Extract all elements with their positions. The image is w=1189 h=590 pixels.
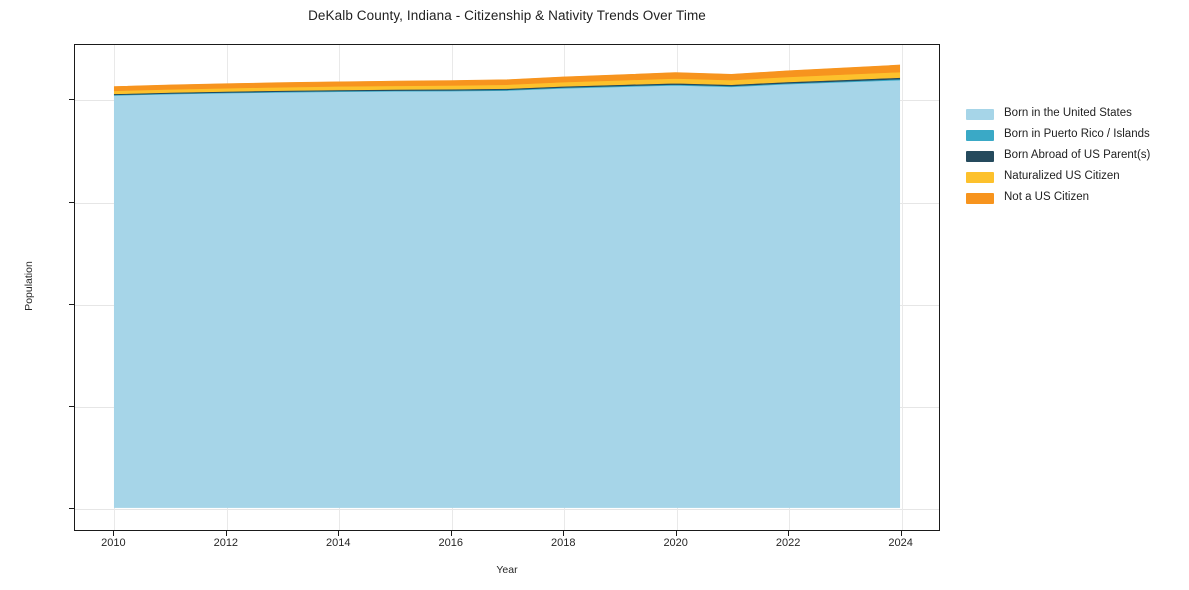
x-tick-mark [225, 531, 227, 536]
legend-item-label: Born Abroad of US Parent(s) [1004, 149, 1151, 162]
chart-legend: Born in the United States Born in Puerto … [966, 104, 1181, 209]
x-tick-mark [788, 531, 790, 536]
y-tick-mark [69, 406, 74, 408]
legend-item-label: Born in the United States [1004, 107, 1132, 120]
legend-item[interactable]: Born in Puerto Rico / Islands [966, 125, 1181, 145]
x-tick-mark [113, 531, 115, 536]
legend-swatch [966, 108, 994, 120]
legend-swatch [966, 129, 994, 141]
x-tick-mark [563, 531, 565, 536]
legend-item[interactable]: Naturalized US Citizen [966, 167, 1181, 187]
gridline-vertical [901, 45, 903, 530]
y-tick-mark [69, 99, 74, 101]
x-tick-mark [338, 531, 340, 536]
legend-item-label: Not a US Citizen [1004, 191, 1090, 204]
legend-item-label: Naturalized US Citizen [1004, 170, 1120, 183]
x-tick-label: 2024 [888, 537, 913, 549]
y-tick-mark [69, 508, 74, 510]
x-tick-label: 2022 [775, 537, 801, 549]
x-tick-mark [450, 531, 452, 536]
y-axis-label: Population [23, 260, 35, 311]
x-tick-label: 2018 [550, 537, 576, 549]
area-band [113, 79, 901, 508]
y-tick-mark [69, 201, 74, 203]
x-tick-label: 2020 [663, 537, 688, 549]
legend-item[interactable]: Not a US Citizen [966, 188, 1181, 208]
x-tick-label: 2010 [101, 537, 126, 549]
chart-title: DeKalb County, Indiana - Citizenship & N… [308, 8, 706, 23]
x-tick-label: 2016 [438, 537, 463, 549]
legend-item-label: Born in Puerto Rico / Islands [1004, 128, 1150, 141]
legend-swatch [966, 171, 994, 183]
area-band [113, 64, 901, 92]
gridline-horizontal [75, 509, 939, 511]
legend-swatch [966, 192, 994, 204]
x-axis-label: Year [496, 564, 518, 576]
x-tick-label: 2014 [326, 537, 351, 549]
x-tick-label: 2012 [213, 537, 239, 549]
legend-swatch [966, 150, 994, 162]
legend-item[interactable]: Born Abroad of US Parent(s) [966, 146, 1181, 166]
x-tick-mark [675, 531, 677, 536]
stacked-area-series [113, 64, 901, 508]
plot-area [74, 44, 940, 531]
x-tick-mark [900, 531, 902, 536]
y-tick-mark [69, 303, 74, 305]
legend-item[interactable]: Born in the United States [966, 104, 1181, 124]
